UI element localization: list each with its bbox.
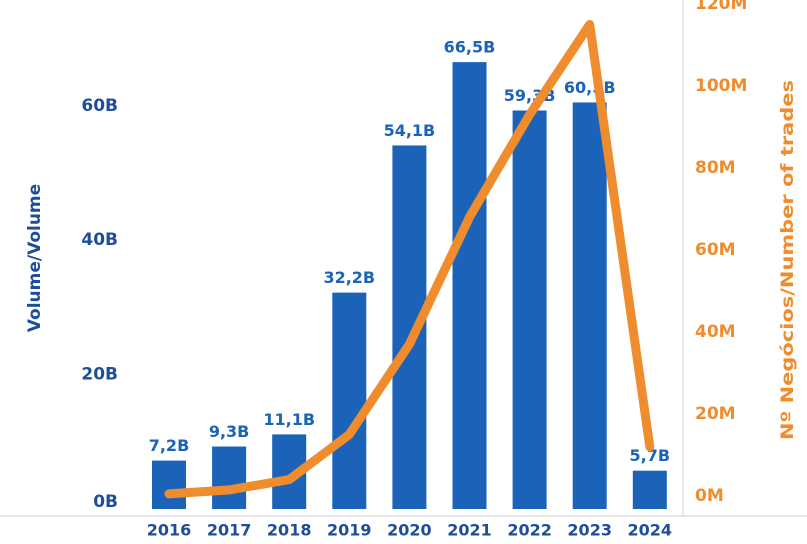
right-tick-label: 60M: [695, 240, 736, 260]
left-axis-label: Volume/Volume: [25, 184, 45, 332]
x-tick-label: 2019: [327, 521, 372, 540]
bar: [572, 102, 607, 509]
x-tick-label: 2023: [567, 521, 612, 540]
left-tick-label: 0B: [93, 492, 118, 512]
bar-value-label: 60,5B: [564, 78, 616, 97]
left-tick-label: 60B: [81, 96, 118, 116]
x-tick-label: 2021: [447, 521, 492, 540]
right-tick-label: 40M: [695, 322, 736, 342]
bar: [332, 292, 367, 509]
x-tick-label: 2017: [207, 521, 252, 540]
bar-value-label: 9,3B: [209, 422, 250, 441]
right-axis-ticks: 0M 20M 40M 60M 80M 100M 120M: [695, 0, 747, 506]
right-tick-label: 120M: [695, 0, 747, 14]
right-tick-label: 0M: [695, 486, 724, 506]
left-tick-label: 20B: [81, 365, 118, 385]
bar-value-label: 7,2B: [149, 436, 190, 455]
left-axis-ticks: 0B 20B 40B 60B: [81, 96, 118, 512]
x-tick-label: 2022: [507, 521, 552, 540]
bar-value-label: 66,5B: [444, 38, 496, 57]
bar: [152, 460, 186, 509]
right-tick-label: 100M: [695, 76, 747, 96]
bar: [212, 446, 247, 509]
bar: [632, 470, 667, 509]
bar-value-label: 5,7B: [630, 446, 671, 465]
left-tick-label: 40B: [81, 230, 118, 250]
bar-value-label: 11,1B: [263, 410, 315, 429]
bar-value-label: 32,2B: [323, 268, 375, 287]
right-tick-label: 80M: [695, 158, 736, 178]
x-tick-label: 2024: [628, 521, 673, 540]
bar: [512, 110, 547, 509]
x-tick-label: 2018: [267, 521, 312, 540]
right-tick-label: 20M: [695, 404, 736, 424]
x-axis-ticks: 2016 2017 2018 2019 2020 2021 2022 2023 2024: [147, 521, 672, 540]
x-tick-label: 2016: [147, 521, 192, 540]
bar-value-label: 54,1B: [384, 121, 436, 140]
trades-line-series: [164, 20, 655, 499]
right-axis-label: Nº Negócios/Number of trades: [778, 80, 798, 440]
bar: [452, 62, 487, 510]
bar-series: [152, 62, 667, 510]
x-tick-label: 2020: [387, 521, 432, 540]
